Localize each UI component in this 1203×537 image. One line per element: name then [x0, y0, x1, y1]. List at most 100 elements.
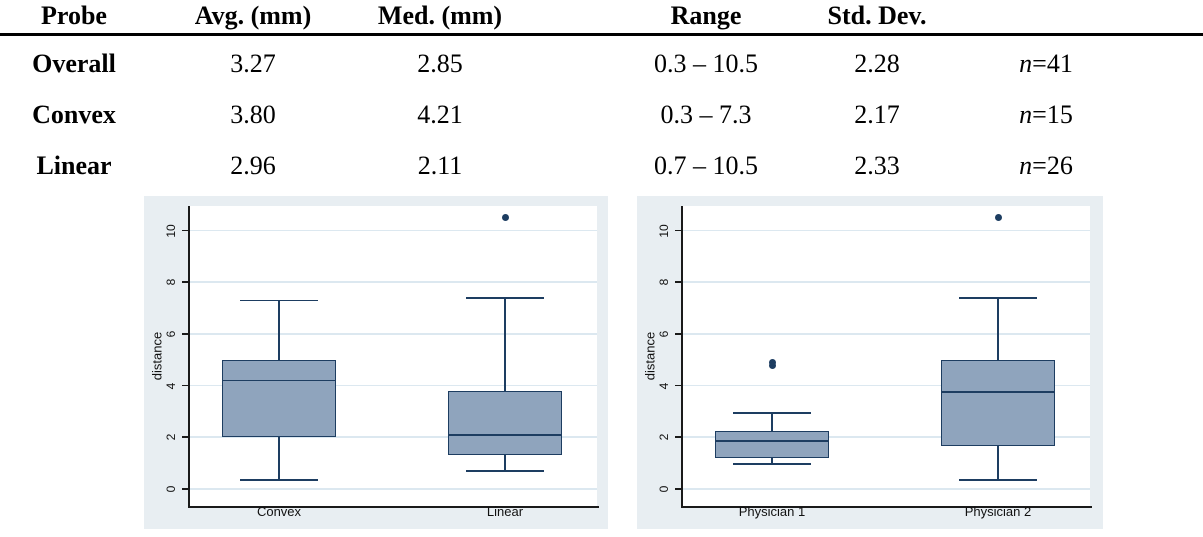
plot-area — [681, 206, 1090, 506]
table-cell-probe: Linear — [36, 151, 112, 180]
outlier-dot — [501, 214, 509, 222]
table-header-std: Std. Dev. — [827, 1, 927, 30]
y-tick — [182, 384, 188, 387]
table-header-avg: Avg. (mm) — [194, 1, 312, 30]
n-value: =26 — [1032, 151, 1073, 180]
median-line — [222, 379, 336, 382]
box — [222, 359, 336, 438]
y-tick — [675, 229, 681, 232]
x-axis-line — [188, 506, 599, 508]
table-header-probe: Probe — [41, 1, 107, 30]
y-axis-line — [188, 206, 190, 506]
whisker-cap — [959, 296, 1037, 299]
table-cell-med: 2.85 — [417, 49, 463, 78]
y-tick — [675, 436, 681, 438]
box — [448, 390, 562, 456]
y-tick-label: 2 — [164, 434, 178, 441]
y-tick-label: 10 — [657, 224, 671, 238]
gridline — [190, 229, 597, 232]
y-tick-label: 2 — [657, 434, 671, 441]
whisker-line — [278, 437, 280, 480]
table-cell-std: 2.28 — [854, 49, 900, 78]
whisker-cap — [466, 296, 544, 299]
gridline — [190, 384, 597, 387]
table-header-rule — [0, 33, 1203, 36]
table-cell-med: 4.21 — [417, 100, 463, 129]
y-tick-label: 0 — [164, 485, 178, 493]
table-cell-avg: 3.27 — [230, 49, 276, 78]
y-axis-title: distance — [149, 331, 165, 381]
plot-area — [188, 206, 597, 506]
table-cell-avg: 2.96 — [230, 151, 276, 180]
median-line — [715, 440, 829, 443]
whisker-line — [997, 446, 999, 480]
table-cell-range: 0.7 – 10.5 — [654, 151, 758, 180]
table-cell-probe: Convex — [32, 100, 116, 129]
outlier-dot — [768, 358, 776, 366]
y-tick — [675, 333, 681, 335]
y-tick — [675, 488, 681, 490]
y-tick-label: 8 — [164, 279, 178, 286]
boxplot-physician: 0 2 4 6 8 10 distance Physician 1 Physician 2 — [637, 196, 1103, 529]
x-category-label: Physician 1 — [738, 504, 806, 519]
table-cell-n: n=26 — [1019, 151, 1073, 181]
y-tick — [182, 281, 188, 284]
y-tick-label: 8 — [657, 279, 671, 286]
y-tick-label: 4 — [657, 382, 671, 390]
gridline — [190, 488, 597, 490]
table-cell-n: n=41 — [1019, 49, 1073, 79]
table-cell-probe: Overall — [32, 49, 116, 78]
gridline — [190, 281, 597, 283]
box — [715, 430, 829, 458]
gridline — [683, 229, 1090, 232]
y-tick — [675, 281, 681, 284]
n-symbol: n — [1019, 100, 1033, 129]
whisker-line — [997, 297, 999, 360]
box — [941, 359, 1055, 447]
x-category-label: Linear — [486, 504, 524, 519]
outlier-dot — [994, 214, 1002, 222]
gridline — [190, 333, 597, 335]
gridline — [683, 488, 1090, 490]
whisker-line — [504, 297, 506, 391]
whisker-cap — [240, 478, 318, 481]
table-cell-n: n=15 — [1019, 100, 1073, 130]
x-category-label: Physician 2 — [964, 504, 1032, 519]
table-cell-avg: 3.80 — [230, 100, 276, 129]
x-category-label: Convex — [256, 504, 302, 519]
x-axis-line — [681, 506, 1092, 508]
table-cell-range: 0.3 – 7.3 — [660, 100, 752, 129]
whisker-cap — [466, 469, 544, 472]
y-tick-label: 6 — [164, 330, 178, 338]
y-tick — [182, 436, 188, 438]
y-axis-line — [681, 206, 683, 506]
whisker-cap — [733, 411, 811, 414]
n-value: =41 — [1032, 49, 1073, 78]
median-line — [941, 391, 1055, 393]
y-tick — [182, 333, 188, 335]
whisker-cap — [240, 299, 318, 302]
y-tick — [182, 229, 188, 232]
whisker-cap — [959, 478, 1037, 481]
gridline — [190, 436, 597, 438]
y-tick — [182, 488, 188, 490]
whisker-line — [504, 455, 506, 471]
y-tick-label: 4 — [164, 382, 178, 390]
y-tick-label: 6 — [657, 330, 671, 338]
whisker-line — [771, 412, 773, 431]
n-symbol: n — [1019, 49, 1033, 78]
gridline — [683, 333, 1090, 335]
table-header-range: Range — [670, 1, 742, 30]
gridline — [683, 281, 1090, 283]
y-tick — [675, 384, 681, 387]
whisker-cap — [733, 463, 811, 466]
y-axis-title: distance — [642, 331, 658, 381]
y-tick-label: 10 — [164, 224, 178, 238]
whisker-line — [278, 300, 280, 360]
n-value: =15 — [1032, 100, 1073, 129]
table-cell-range: 0.3 – 10.5 — [654, 49, 758, 78]
table-cell-std: 2.33 — [854, 151, 900, 180]
whisker-line — [771, 458, 773, 465]
table-cell-std: 2.17 — [854, 100, 900, 129]
n-symbol: n — [1019, 151, 1033, 180]
